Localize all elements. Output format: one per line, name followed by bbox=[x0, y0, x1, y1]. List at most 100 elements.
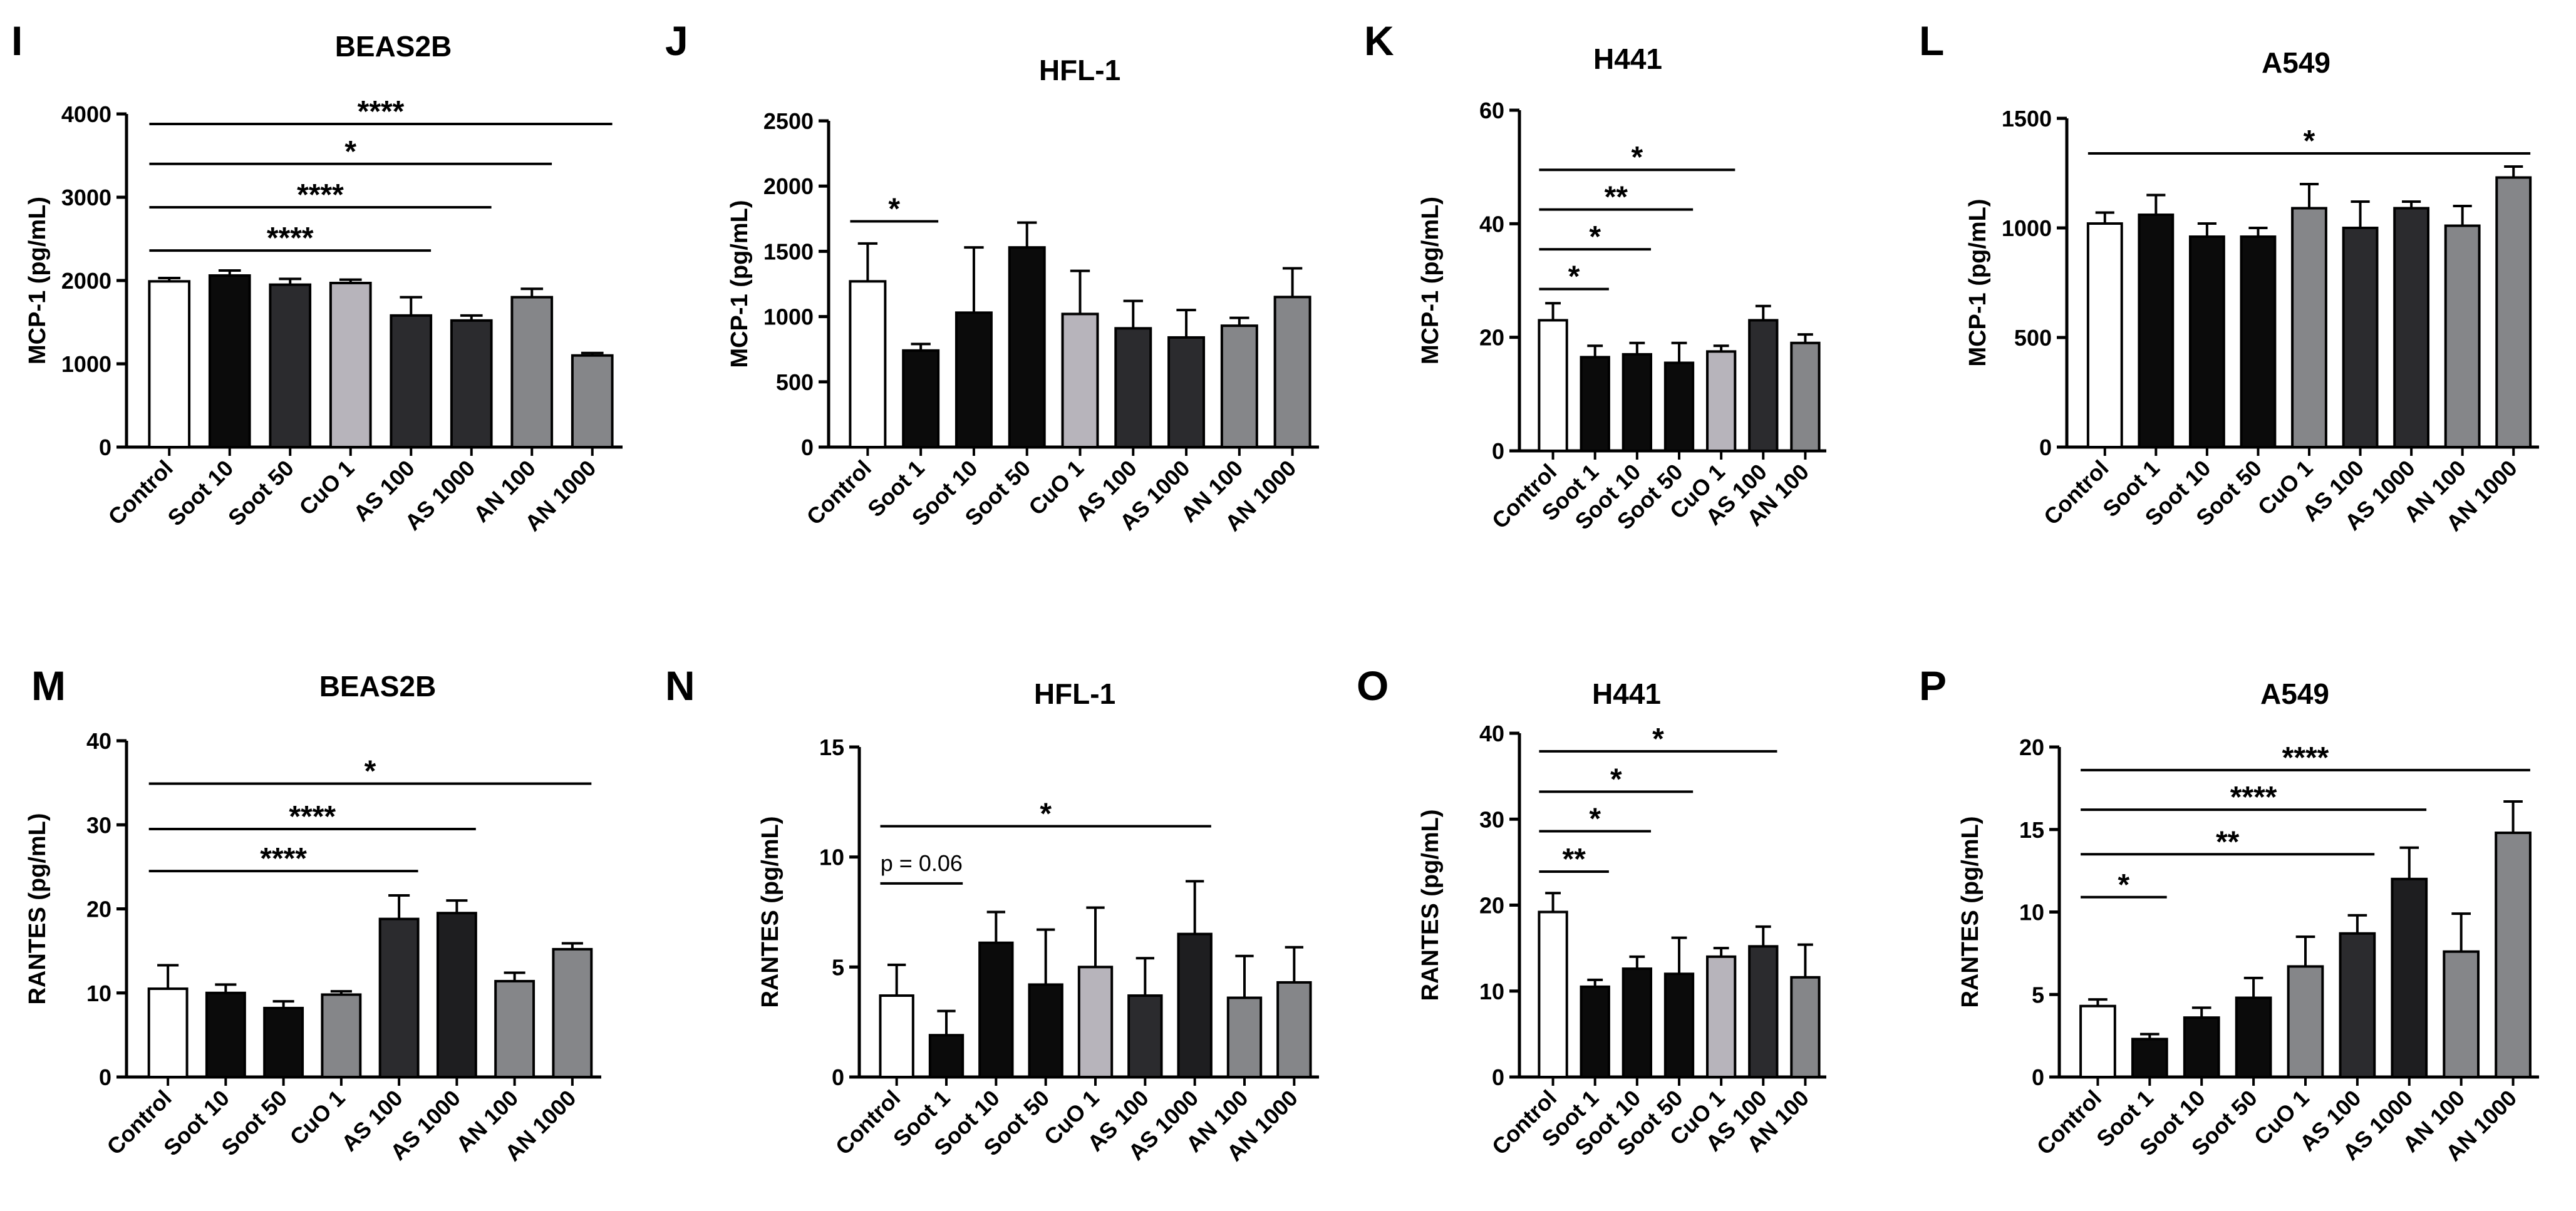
panel-title: BEAS2B bbox=[335, 30, 452, 63]
significance-label: p = 0.06 bbox=[881, 850, 963, 876]
bar bbox=[2086, 222, 2123, 448]
y-axis-label: MCP-1 (pg/mL) bbox=[727, 200, 753, 368]
panel-letter: L bbox=[1919, 18, 1944, 64]
bar bbox=[1008, 246, 1046, 448]
bar bbox=[2287, 965, 2324, 1078]
bar bbox=[2393, 207, 2430, 448]
x-tick-label: Control bbox=[2032, 1085, 2106, 1160]
bar bbox=[1705, 350, 1737, 452]
bar bbox=[1622, 353, 1653, 452]
bar bbox=[2339, 932, 2376, 1078]
bar bbox=[1580, 356, 1610, 453]
bar bbox=[1177, 932, 1213, 1078]
bar bbox=[954, 311, 993, 448]
bar bbox=[1663, 361, 1695, 453]
bar bbox=[849, 280, 887, 448]
bar bbox=[1622, 967, 1653, 1078]
bar bbox=[1748, 319, 1779, 453]
bar bbox=[2291, 207, 2327, 448]
significance-label: **** bbox=[2282, 741, 2329, 775]
y-tick-label: 40 bbox=[1479, 211, 1504, 237]
bar bbox=[1538, 910, 1568, 1078]
y-tick-label: 10 bbox=[1479, 979, 1504, 1004]
significance-label: * bbox=[1652, 723, 1664, 756]
bar bbox=[1276, 981, 1312, 1078]
significance-label: * bbox=[888, 192, 900, 225]
significance-label: **** bbox=[297, 178, 344, 212]
panel-letter: I bbox=[11, 18, 23, 64]
bar bbox=[2188, 235, 2225, 448]
panel-letter: K bbox=[1364, 18, 1394, 64]
bar bbox=[2138, 214, 2175, 448]
bar bbox=[1705, 955, 1737, 1078]
bar bbox=[329, 281, 372, 448]
y-axis-label: MCP-1 (pg/mL) bbox=[24, 197, 51, 364]
x-tick-label: Control bbox=[802, 455, 876, 530]
bar bbox=[2131, 1038, 2168, 1079]
panel-letter: J bbox=[665, 18, 688, 64]
y-tick-label: 5 bbox=[2032, 982, 2044, 1007]
y-tick-label: 2000 bbox=[61, 268, 111, 294]
panel-title: A549 bbox=[2260, 678, 2329, 710]
bar bbox=[2079, 1004, 2116, 1078]
significance-label: * bbox=[1610, 763, 1622, 796]
bar bbox=[1538, 319, 1568, 453]
panel-title: HFL-1 bbox=[1039, 54, 1120, 86]
panel-j: J HFL-1 0 500 1000 1500 2000 2500 MCP-1 (pg/mL) C… bbox=[665, 18, 1319, 536]
significance-label: **** bbox=[289, 800, 336, 833]
bar bbox=[205, 991, 246, 1078]
bar bbox=[147, 987, 189, 1078]
bar bbox=[928, 1034, 965, 1079]
panel-title: A549 bbox=[2262, 46, 2330, 79]
y-tick-label: 5 bbox=[832, 954, 844, 980]
y-tick-label: 0 bbox=[2032, 1064, 2044, 1090]
y-tick-label: 0 bbox=[1492, 1064, 1504, 1090]
panel-title: H441 bbox=[1592, 678, 1661, 710]
bar bbox=[2444, 224, 2481, 448]
bar bbox=[1226, 996, 1263, 1079]
bar bbox=[1028, 983, 1063, 1078]
significance-label: **** bbox=[358, 95, 405, 128]
significance-label: * bbox=[1632, 141, 1643, 174]
x-tick-label: Control bbox=[830, 1085, 905, 1160]
panel-letter: N bbox=[665, 662, 695, 709]
y-tick-label: 10 bbox=[86, 981, 111, 1006]
bar bbox=[1790, 976, 1821, 1079]
y-tick-label: 4000 bbox=[61, 101, 111, 127]
x-tick-label: CuO 1 bbox=[294, 455, 359, 520]
y-tick-label: 0 bbox=[801, 435, 814, 460]
panel-title: BEAS2B bbox=[319, 670, 437, 703]
bar bbox=[450, 319, 493, 448]
y-tick-label: 2500 bbox=[763, 108, 814, 134]
y-tick-label: 40 bbox=[86, 728, 111, 754]
y-tick-label: 1000 bbox=[2002, 215, 2052, 241]
bar bbox=[378, 917, 420, 1078]
y-tick-label: 30 bbox=[1479, 806, 1504, 832]
y-axis-label: RANTES (pg/mL) bbox=[1957, 816, 1984, 1007]
y-tick-label: 1000 bbox=[61, 351, 111, 377]
y-tick-label: 40 bbox=[1479, 721, 1504, 746]
y-tick-label: 15 bbox=[2019, 817, 2044, 843]
bar bbox=[2443, 950, 2480, 1078]
bar bbox=[510, 296, 554, 448]
bar bbox=[269, 283, 312, 448]
y-tick-label: 0 bbox=[99, 1064, 111, 1090]
significance-label: * bbox=[365, 755, 376, 788]
bar bbox=[1061, 312, 1099, 448]
significance-label: * bbox=[344, 135, 356, 168]
y-tick-label: 20 bbox=[1479, 893, 1504, 919]
y-axis-label: RANTES (pg/mL) bbox=[1417, 809, 1444, 1001]
significance-label: * bbox=[1589, 802, 1601, 835]
y-axis-label: MCP-1 (pg/mL) bbox=[1417, 197, 1444, 364]
y-tick-label: 30 bbox=[86, 812, 111, 838]
bar bbox=[2235, 996, 2272, 1079]
y-axis-label: RANTES (pg/mL) bbox=[757, 816, 784, 1007]
bar bbox=[208, 274, 251, 448]
bar bbox=[1114, 327, 1152, 449]
bar bbox=[1580, 985, 1610, 1078]
bar bbox=[148, 280, 191, 448]
